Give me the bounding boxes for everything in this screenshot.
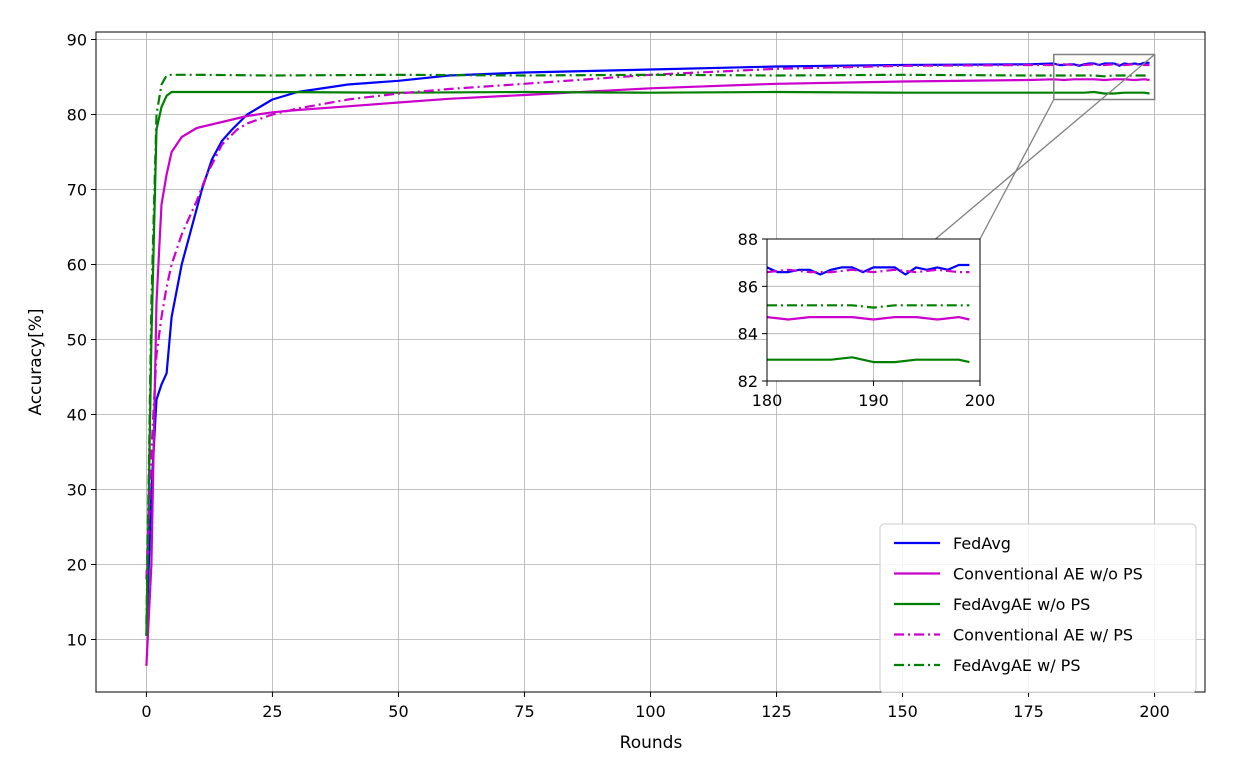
series-line bbox=[145, 73, 1150, 625]
legend-label: FedAvgAE w/ PS bbox=[953, 656, 1080, 675]
y-tick-label: 70 bbox=[67, 181, 87, 200]
x-tick-label: 100 bbox=[635, 702, 666, 721]
zoom-region-box bbox=[1053, 53, 1156, 101]
inset-x-tick-label: 190 bbox=[858, 391, 889, 410]
main-series bbox=[145, 61, 1150, 666]
x-tick-label: 25 bbox=[262, 702, 282, 721]
main-ticks: 0 25 50 75 100 125 150 175 200 10 20 30 40 50 60 70 80 90 bbox=[67, 31, 1170, 722]
legend-label: Conventional AE w/o PS bbox=[953, 565, 1143, 584]
inset-series-line bbox=[766, 268, 970, 274]
y-tick-label: 30 bbox=[67, 481, 87, 500]
x-tick-label: 150 bbox=[887, 702, 918, 721]
x-tick-label: 175 bbox=[1013, 702, 1044, 721]
x-tick-label: 75 bbox=[514, 702, 534, 721]
y-tick-label: 10 bbox=[67, 631, 87, 650]
series-line bbox=[145, 63, 1150, 580]
legend: FedAvg Conventional AE w/o PS FedAvgAE w/o… bbox=[879, 523, 1197, 693]
main-grid bbox=[96, 32, 1205, 692]
legend-box bbox=[879, 523, 1197, 693]
inset-y-tick-label: 84 bbox=[738, 325, 758, 344]
y-tick-label: 60 bbox=[67, 256, 87, 275]
inset-series-line bbox=[767, 304, 970, 309]
x-tick-label: 200 bbox=[1139, 702, 1170, 721]
y-axis-label: Accuracy[%] bbox=[26, 308, 46, 415]
inset-frame bbox=[766, 238, 981, 382]
inset-zoom-plot: 180 190 200 82 84 86 88 bbox=[738, 230, 996, 410]
x-tick-label: 50 bbox=[388, 702, 408, 721]
series-line bbox=[145, 78, 1150, 666]
y-tick-label: 50 bbox=[67, 331, 87, 350]
series-line bbox=[145, 90, 1150, 636]
x-tick-label: 0 bbox=[141, 702, 151, 721]
inset-series-line bbox=[767, 356, 970, 364]
inset-y-tick-label: 82 bbox=[738, 372, 758, 391]
y-tick-label: 40 bbox=[67, 406, 87, 425]
inset-series-line bbox=[766, 263, 970, 276]
inset-y-tick-label: 86 bbox=[738, 277, 758, 296]
inset-x-tick-label: 180 bbox=[752, 391, 783, 410]
inset-y-tick-label: 88 bbox=[738, 230, 758, 249]
x-tick-label: 125 bbox=[761, 702, 792, 721]
y-tick-label: 80 bbox=[67, 106, 87, 125]
y-tick-label: 90 bbox=[67, 31, 87, 50]
y-tick-label: 20 bbox=[67, 556, 87, 575]
legend-label: Conventional AE w/ PS bbox=[953, 626, 1133, 645]
legend-label: FedAvgAE w/o PS bbox=[953, 595, 1090, 614]
legend-label: FedAvg bbox=[953, 534, 1011, 553]
zoom-connector-line bbox=[979, 99, 1055, 240]
inset-x-tick-label: 200 bbox=[965, 391, 996, 410]
series-line bbox=[145, 61, 1150, 636]
inset-series-line bbox=[766, 316, 970, 321]
x-axis-label: Rounds bbox=[620, 733, 683, 753]
